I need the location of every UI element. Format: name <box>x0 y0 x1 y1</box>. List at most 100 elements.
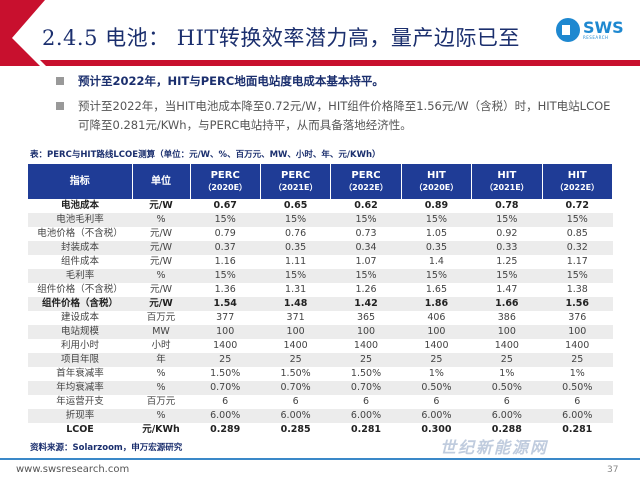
value-cell: 1.54 <box>190 297 261 311</box>
value-cell: 0.70% <box>260 381 331 395</box>
column-header-label: HIT <box>426 170 446 181</box>
value-cell: 6 <box>503 396 510 407</box>
value-cell: 25 <box>190 353 261 367</box>
value-cell: 15% <box>330 269 402 283</box>
value-cell: 0.62 <box>354 200 378 211</box>
sws-logo: SWS RESEARCH <box>556 18 624 42</box>
value-cell: 0.85 <box>566 228 588 239</box>
column-header: PERC （2021E） <box>260 164 332 199</box>
unit-cell: 年 <box>132 353 190 367</box>
column-header: 单位 <box>132 164 191 199</box>
value-cell: 0.67 <box>213 200 237 211</box>
value-cell: 25 <box>330 353 402 367</box>
value-cell: 1.26 <box>355 284 377 295</box>
column-header: PERC （2020E） <box>190 164 261 199</box>
value-cell: 1.31 <box>285 284 307 295</box>
value-cell: 0.50% <box>471 381 543 395</box>
column-header: HIT （2021E） <box>471 164 543 199</box>
row-label: 电池价格（不含税） <box>37 228 123 239</box>
value-cell: 1400 <box>353 340 379 351</box>
value-cell: 0.32 <box>542 241 613 255</box>
value-cell: 100 <box>260 325 331 339</box>
value-cell: 1.50% <box>280 368 311 379</box>
square-bullet-icon <box>56 102 64 110</box>
value-cell: 15% <box>471 269 543 283</box>
value-cell: 1.42 <box>330 297 402 311</box>
column-header-label: PERC <box>351 170 381 181</box>
value-cell: 25 <box>471 353 543 367</box>
value-cell: 1.05 <box>425 228 447 239</box>
column-header-year: （2021E） <box>273 183 318 192</box>
value-cell: 100 <box>471 325 543 339</box>
column-header-label: PERC <box>281 170 311 181</box>
value-cell: 0.70% <box>330 381 402 395</box>
bullet-point: 预计至2022年，当HIT电池成本降至0.72元/W，HIT组件价格降至1.56… <box>56 97 616 135</box>
row-label: 折现率 <box>28 409 132 423</box>
table-row: 组件成本 元/W 1.16 1.11 1.07 1.4 1.25 1.17 <box>28 255 613 269</box>
value-cell: 0.37 <box>190 241 261 255</box>
column-header: 指标 <box>28 164 133 199</box>
column-header-label: HIT <box>497 170 517 181</box>
value-cell: 15% <box>260 213 331 227</box>
value-cell: 0.281 <box>350 424 382 435</box>
bullet-text: 预计至2022年，当HIT电池成本降至0.72元/W，HIT组件价格降至1.56… <box>78 99 611 132</box>
value-cell: 1% <box>499 368 515 379</box>
table-row: 首年衰减率% 1.50% 1.50% 1.50% 1% 1% 1% <box>28 367 613 381</box>
table-row: 电池价格（不含税） 元/W 0.79 0.76 0.73 1.05 0.92 0.85 <box>28 227 613 241</box>
value-cell: 1400 <box>213 340 238 351</box>
value-cell: 15% <box>542 213 613 227</box>
unit-cell: % <box>156 368 166 379</box>
value-cell: 0.79 <box>214 228 236 239</box>
row-label: 组件成本 <box>60 256 99 267</box>
table-row: 年均衰减率% 0.70% 0.70% 0.70% 0.50% 0.50% 0.50% <box>28 381 613 395</box>
unit-cell: % <box>132 269 190 283</box>
value-cell: 1% <box>428 368 444 379</box>
row-label: 建设成本 <box>60 312 99 323</box>
column-header-label: 单位 <box>151 175 171 187</box>
value-cell: 6.00% <box>471 409 543 423</box>
value-cell: 1.17 <box>566 256 588 267</box>
title-banner-decoration <box>0 0 640 66</box>
row-label: 利用小时 <box>60 340 99 351</box>
page-title: 2.4.5 电池： HIT转换效率潜力高，量产边际已至 <box>42 26 520 50</box>
value-cell: 1.11 <box>285 256 307 267</box>
sws-logo-icon <box>556 18 580 42</box>
row-label: 电池毛利率 <box>28 213 132 227</box>
value-cell: 1.07 <box>355 256 377 267</box>
value-cell: 386 <box>497 312 516 323</box>
value-cell: 1.38 <box>566 284 588 295</box>
value-cell: 1.48 <box>260 297 331 311</box>
row-label: 组件价格（含税） <box>28 297 132 311</box>
logo-subtext: RESEARCH <box>583 35 609 40</box>
value-cell: 6 <box>292 396 299 407</box>
value-cell: 0.281 <box>562 424 593 435</box>
value-cell: 0.76 <box>285 228 307 239</box>
bullet-text: 预计至2022年，HIT与PERC地面电站度电成本基本持平。 <box>78 74 384 88</box>
unit-cell: 元/W <box>149 284 173 295</box>
row-label: 电站规模 <box>28 325 132 339</box>
table-row: 毛利率% 15% 15% 15% 15% 15% 15% <box>28 269 613 283</box>
value-cell: 6.00% <box>190 409 261 423</box>
value-cell: 6 <box>362 396 370 407</box>
value-cell: 1.56 <box>542 297 613 311</box>
unit-cell: % <box>132 213 190 227</box>
value-cell: 1% <box>569 368 585 379</box>
value-cell: 0.285 <box>280 424 311 435</box>
value-cell: 6.00% <box>330 409 402 423</box>
value-cell: 365 <box>356 312 376 323</box>
table-row: 折现率% 6.00% 6.00% 6.00% 6.00% 6.00% 6.00% <box>28 409 613 423</box>
unit-cell: 元/KWh <box>142 424 180 435</box>
value-cell: 100 <box>542 325 613 339</box>
unit-cell: 元/W <box>149 200 173 211</box>
unit-cell: 元/W <box>149 256 173 267</box>
value-cell: 6.00% <box>542 409 613 423</box>
column-header-year: （2022E） <box>344 183 388 192</box>
table-row: 建设成本 百万元 377 371 365 406 386 376 <box>28 311 613 325</box>
table-row: 利用小时 小时 1400 1400 1400 1400 1400 1400 <box>28 339 613 353</box>
value-cell: 15% <box>401 269 472 283</box>
watermark: 世纪新能源网 <box>440 438 549 457</box>
value-cell: 6 <box>574 396 581 407</box>
row-label: 封装成本 <box>28 241 132 255</box>
row-label: 组件价格（不含税） <box>37 284 123 295</box>
value-cell: 100 <box>330 325 402 339</box>
